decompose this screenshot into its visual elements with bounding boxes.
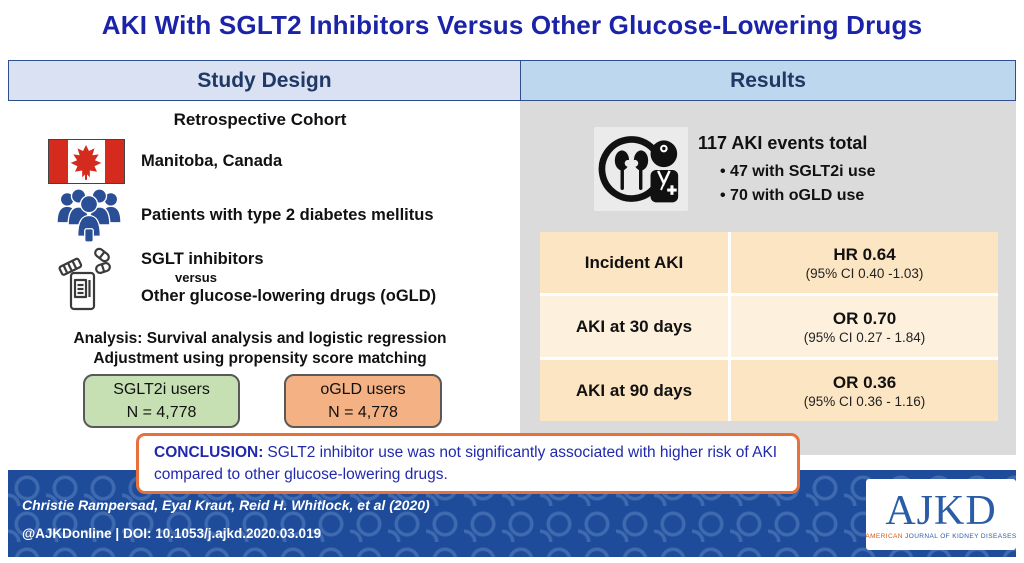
results-header: Results <box>520 60 1016 101</box>
table-row-estimate: OR 0.70 (95% CI 0.27 - 1.84) <box>731 296 998 357</box>
results-header-label: Results <box>730 68 806 92</box>
comparator-text: Other glucose-lowering drugs (oGLD) <box>141 287 437 305</box>
table-row-outcome: AKI at 30 days <box>540 296 728 357</box>
analysis-line-1: Analysis: Survival analysis and logistic… <box>73 330 447 347</box>
aki-events-sglt2i: 47 with SGLT2i use <box>720 160 876 184</box>
ajkd-logo: AJKD AMERICAN JOURNAL OF KIDNEY DISEASES <box>865 479 1017 550</box>
results-panel: 117 AKI events total 47 with SGLT2i use … <box>520 101 1016 455</box>
sglt2i-group-box: SGLT2i users N = 4,778 <box>83 374 240 428</box>
intervention-text: SGLT inhibitors <box>141 250 264 268</box>
flag-red-band <box>105 140 124 183</box>
sglt2i-group-label: SGLT2i users <box>113 381 210 398</box>
ogld-group-box: oGLD users N = 4,778 <box>284 374 442 428</box>
handle-doi-text: @AJKDonline | DOI: 10.1053/j.ajkd.2020.0… <box>22 526 322 541</box>
study-design-header-label: Study Design <box>197 68 332 92</box>
table-row-estimate: HR 0.64 (95% CI 0.40 -1.03) <box>731 232 998 293</box>
conclusion-label: CONCLUSION: <box>154 444 264 461</box>
outcomes-table: Incident AKI HR 0.64 (95% CI 0.40 -1.03)… <box>540 232 998 421</box>
aki-events-summary: 117 AKI events total 47 with SGLT2i use … <box>698 133 876 208</box>
flag-red-band <box>49 140 68 183</box>
comparison-block: SGLT inhibitors versus Other glucose-low… <box>141 249 436 307</box>
canada-flag-icon <box>48 139 125 184</box>
versus-text: versus <box>175 270 217 285</box>
people-group-icon <box>53 187 125 249</box>
ajkd-logo-tagline: AMERICAN JOURNAL OF KIDNEY DISEASES <box>865 532 1017 540</box>
ogld-group-n: N = 4,778 <box>328 404 398 421</box>
population-text: Patients with type 2 diabetes mellitus <box>141 206 434 224</box>
pill-bottle-icon <box>58 246 116 319</box>
ogld-group-label: oGLD users <box>320 381 406 398</box>
conclusion-text: SGLT2 inhibitor use was not significantl… <box>154 444 778 483</box>
maple-leaf-icon <box>71 144 102 180</box>
conclusion-box: CONCLUSION: SGLT2 inhibitor use was not s… <box>136 433 800 494</box>
sglt2i-group-n: N = 4,778 <box>126 404 197 421</box>
table-row-outcome: Incident AKI <box>540 232 728 293</box>
kidney-doctor-icon <box>594 127 688 211</box>
flag-white-band <box>67 140 106 183</box>
analysis-text: Analysis: Survival analysis and logistic… <box>0 329 520 368</box>
page-title: AKI With SGLT2 Inhibitors Versus Other G… <box>101 10 923 40</box>
table-row-estimate: OR 0.36 (95% CI 0.36 - 1.16) <box>731 360 998 421</box>
aki-events-ogld: 70 with oGLD use <box>720 184 876 208</box>
aki-events-total: 117 AKI events total <box>698 133 868 153</box>
study-type-text: Retrospective Cohort <box>173 110 347 129</box>
analysis-line-2: Adjustment using propensity score matchi… <box>93 349 427 367</box>
study-design-header: Study Design <box>8 60 520 101</box>
citation-text: Christie Rampersad, Eyal Kraut, Reid H. … <box>22 497 430 513</box>
location-text: Manitoba, Canada <box>141 152 283 170</box>
ajkd-logo-acronym: AJKD <box>885 487 997 534</box>
table-row-outcome: AKI at 90 days <box>540 360 728 421</box>
